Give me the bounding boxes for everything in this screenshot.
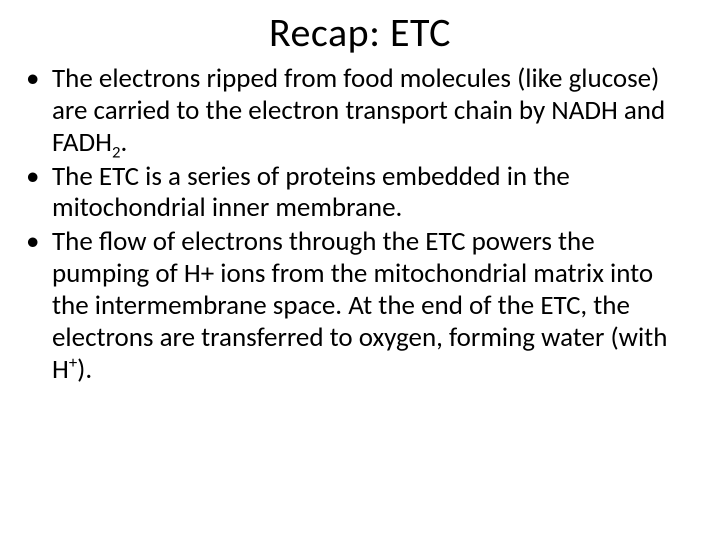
list-item: The electrons ripped from food molecules… — [48, 63, 694, 159]
bullet-list: The electrons ripped from food molecules… — [20, 63, 700, 386]
list-item: The flow of electrons through the ETC po… — [48, 226, 694, 385]
slide: Recap: ETC The electrons ripped from foo… — [0, 0, 720, 540]
list-item: The ETC is a series of proteins embedded… — [48, 161, 694, 225]
slide-title: Recap: ETC — [20, 8, 700, 57]
